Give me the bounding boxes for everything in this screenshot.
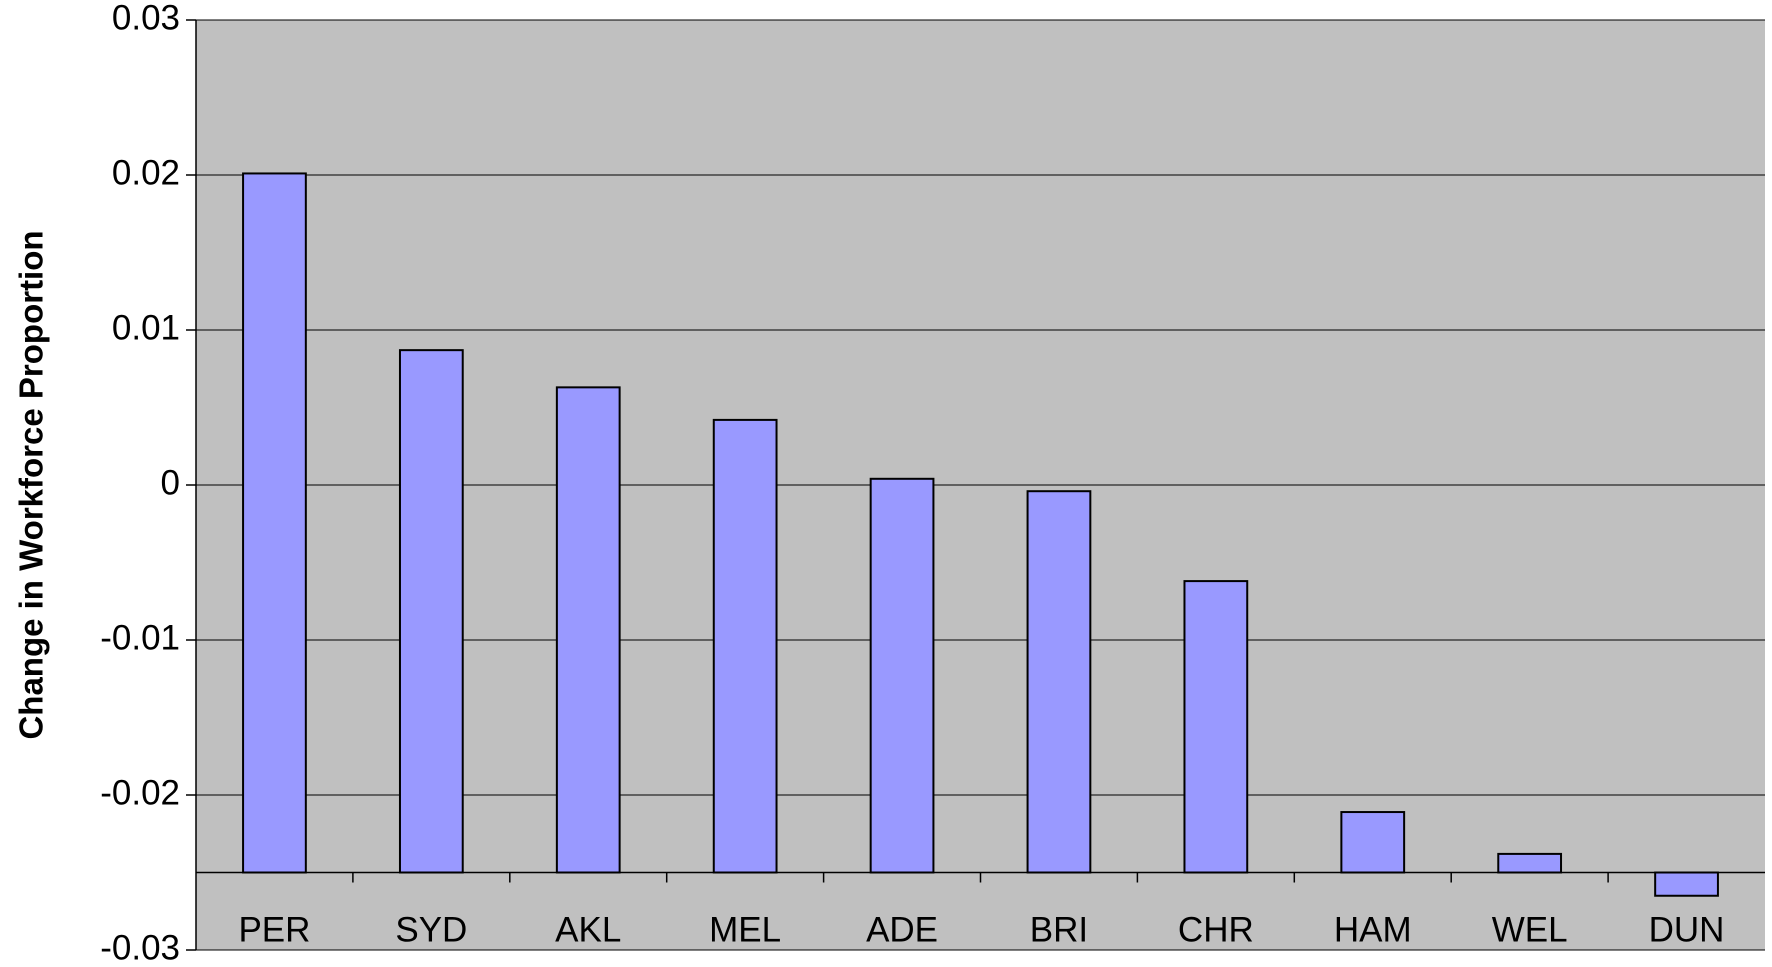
x-tick-label: WEL bbox=[1492, 910, 1568, 949]
bar bbox=[1340, 811, 1406, 874]
x-tick-label: HAM bbox=[1334, 910, 1412, 949]
y-tick-label: -0.03 bbox=[100, 928, 180, 967]
x-tick-label: MEL bbox=[709, 910, 781, 949]
y-tick-label: -0.02 bbox=[100, 773, 180, 812]
x-tick-label: BRI bbox=[1030, 910, 1088, 949]
bar bbox=[1183, 580, 1249, 874]
bar bbox=[242, 172, 307, 874]
y-axis-label: Change in Workforce Proportion bbox=[13, 230, 50, 739]
y-tick-label: 0 bbox=[161, 463, 180, 502]
bar bbox=[398, 349, 464, 874]
x-tick-label: ADE bbox=[866, 910, 938, 949]
y-tick-label: -0.01 bbox=[100, 618, 180, 657]
y-tick-label: 0.02 bbox=[112, 153, 180, 192]
bar bbox=[1026, 490, 1092, 874]
y-tick-label: 0.03 bbox=[112, 0, 180, 37]
x-tick-label: SYD bbox=[395, 910, 467, 949]
x-tick-label: DUN bbox=[1649, 910, 1725, 949]
bar bbox=[869, 477, 935, 874]
bar bbox=[1497, 852, 1563, 874]
x-tick-label: PER bbox=[238, 910, 310, 949]
bar bbox=[555, 386, 621, 874]
x-tick-label: CHR bbox=[1178, 910, 1254, 949]
bar bbox=[712, 418, 778, 874]
x-tick-label: AKL bbox=[555, 910, 621, 949]
y-tick-label: 0.01 bbox=[112, 308, 180, 347]
bar bbox=[1654, 871, 1719, 897]
